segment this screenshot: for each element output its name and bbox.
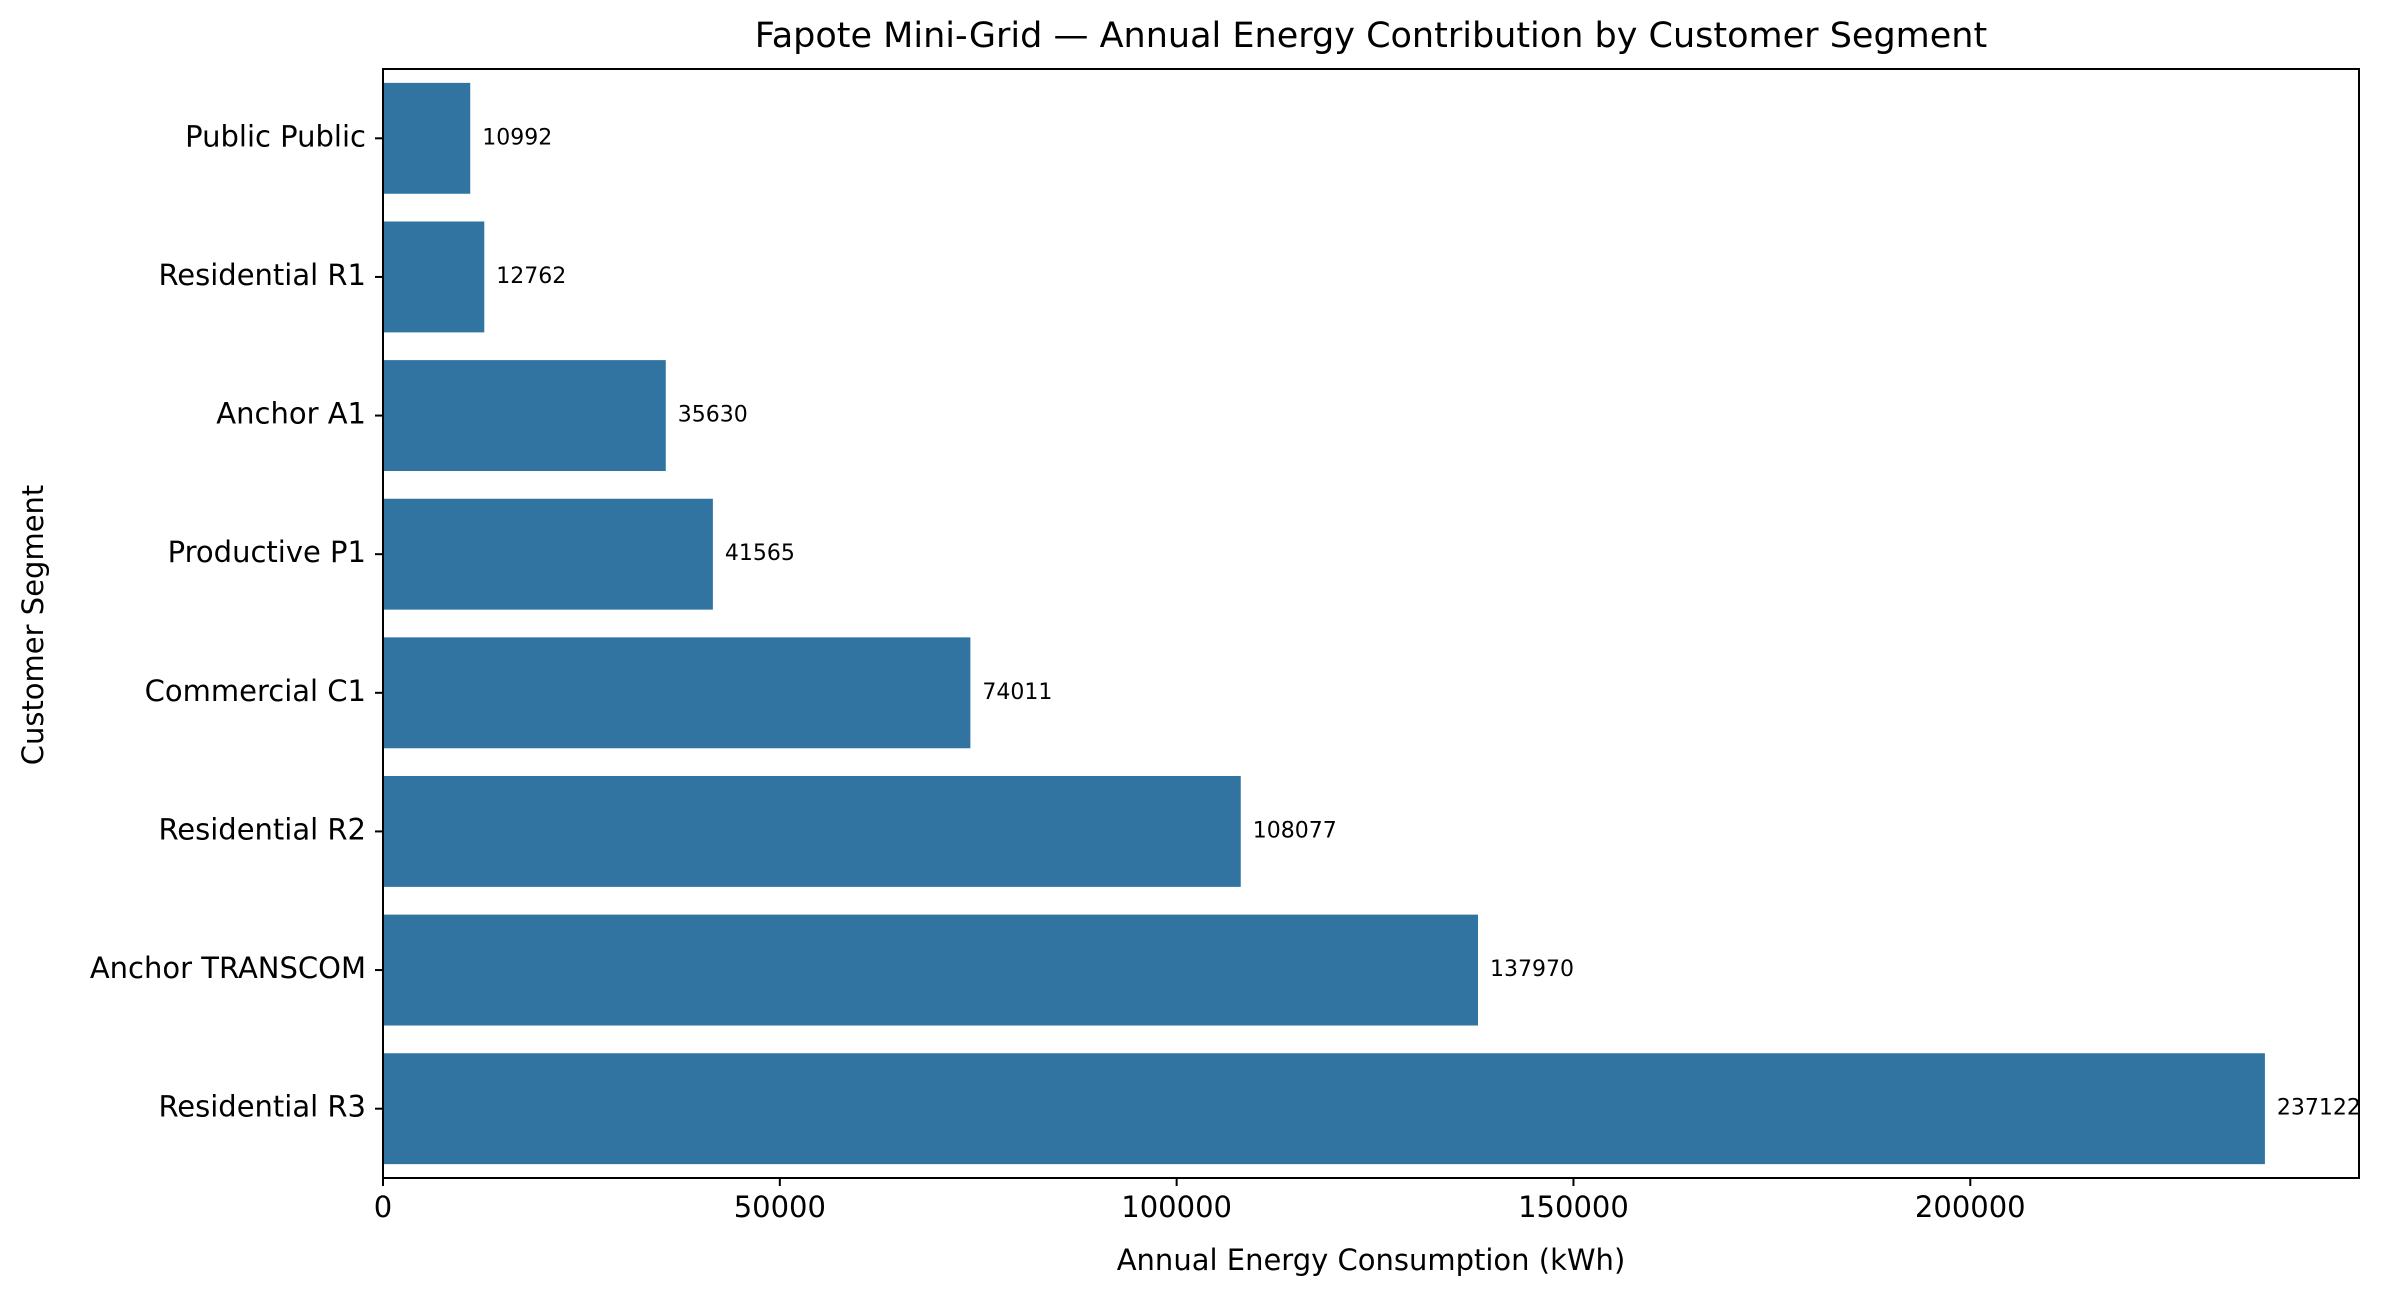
bar xyxy=(383,1053,2265,1165)
x-tick-label: 200000 xyxy=(1915,1190,2026,1224)
bar-value-label: 41565 xyxy=(725,541,795,566)
y-tick-label: Residential R2 xyxy=(158,812,366,846)
y-tick-label: Commercial C1 xyxy=(145,674,366,708)
x-tick-label: 50000 xyxy=(734,1190,826,1224)
y-tick-label: Anchor TRANSCOM xyxy=(90,951,366,985)
x-axis-ticks: 0 50000 100000 150000 200000 xyxy=(374,1178,2026,1224)
y-tick-label: Anchor A1 xyxy=(216,397,366,431)
bars-group xyxy=(383,82,2265,1165)
x-tick-label: 0 xyxy=(374,1190,392,1224)
bar xyxy=(383,82,471,194)
x-tick-label: 150000 xyxy=(1518,1190,1629,1224)
bar-value-label: 74011 xyxy=(982,680,1052,705)
axes-frame xyxy=(382,68,2360,1179)
bar xyxy=(383,775,1241,887)
chart-title: Fapote Mini-Grid — Annual Energy Contrib… xyxy=(755,16,1987,56)
bar xyxy=(383,360,666,472)
y-axis-ticks: Public Public Residential R1 Anchor A1 Prod… xyxy=(90,119,383,1124)
data-labels-group: 10992 12762 35630 41565 74011 108077 137970 237… xyxy=(482,125,2361,1120)
x-tick-label: 100000 xyxy=(1121,1190,1232,1224)
bar-value-label: 237122 xyxy=(2277,1096,2361,1121)
x-axis-label: Annual Energy Consumption (kWh) xyxy=(1117,1243,1626,1277)
y-tick-label: Residential R1 xyxy=(158,258,366,292)
bar-value-label: 108077 xyxy=(1253,818,1337,843)
y-tick-label: Productive P1 xyxy=(168,535,366,569)
bar-value-label: 10992 xyxy=(482,125,552,150)
bar-value-label: 137970 xyxy=(1490,957,1574,982)
y-tick-label: Public Public xyxy=(185,119,366,153)
y-tick-label: Residential R3 xyxy=(158,1090,366,1124)
bar-value-label: 12762 xyxy=(496,264,566,289)
bar xyxy=(383,498,713,610)
bar xyxy=(383,221,485,333)
bar-value-label: 35630 xyxy=(678,403,748,428)
bar xyxy=(383,637,971,749)
y-axis-label: Customer Segment xyxy=(16,485,50,766)
bar xyxy=(383,914,1478,1026)
